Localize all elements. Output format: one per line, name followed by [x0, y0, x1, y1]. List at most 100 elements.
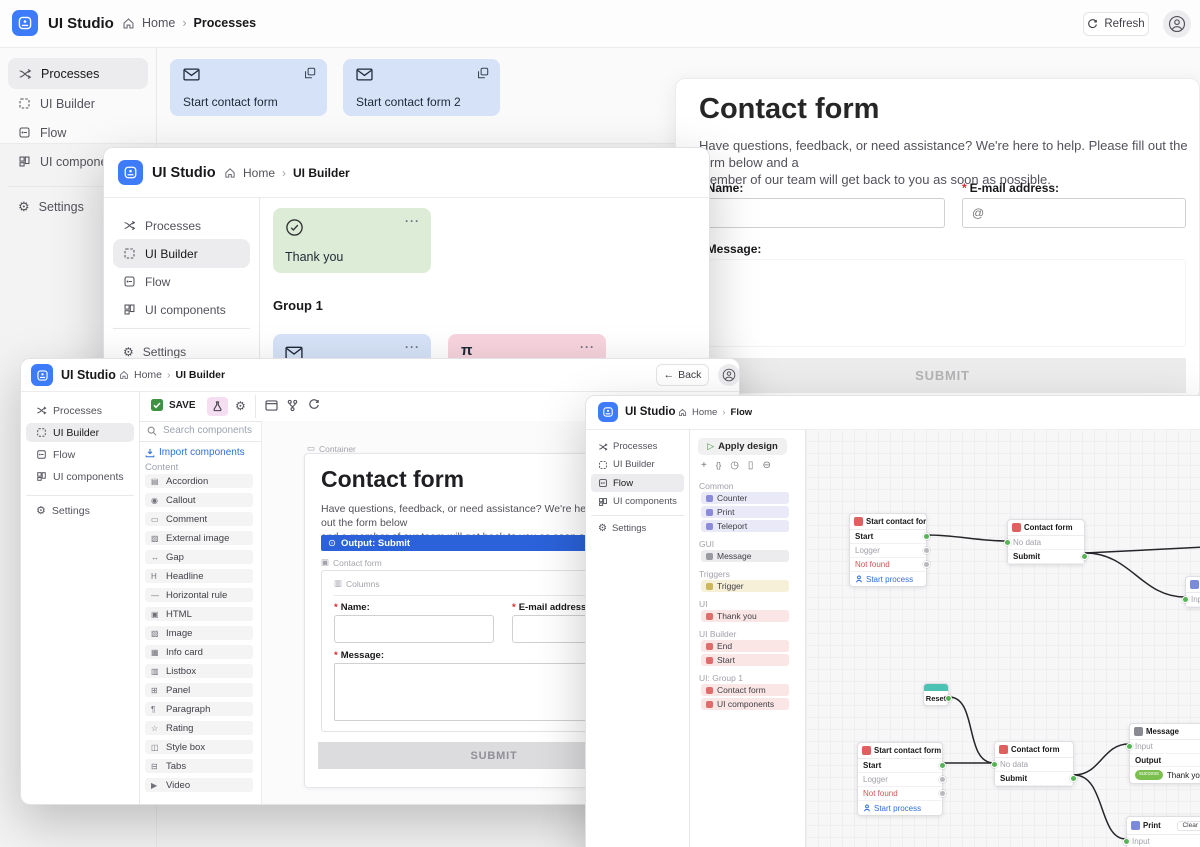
sidebar-item-flow[interactable]: Flow — [8, 118, 148, 147]
sidebar-item-ui-components[interactable]: UI components — [591, 493, 684, 510]
palette-item-ui-components[interactable]: UI components — [701, 698, 789, 710]
component-item-rating[interactable]: ☆ Rating — [145, 721, 253, 735]
component-item-paragraph[interactable]: ¶ Paragraph — [145, 702, 253, 716]
component-item-image[interactable]: ▧ Image — [145, 626, 253, 640]
port-dot[interactable] — [1123, 838, 1130, 845]
card-menu-button[interactable]: ··· — [405, 214, 420, 228]
sidebar-item-settings[interactable]: ⚙ Settings — [598, 523, 647, 534]
component-item-horizontal-rule[interactable]: — Horizontal rule — [145, 588, 253, 602]
output-submit-bar[interactable]: ⊙ Output: Submit — [321, 535, 667, 551]
flow-node-start-contact-form-2[interactable]: Start contact form 2 Start Logger Not fo… — [857, 742, 946, 816]
sidebar-item-flow[interactable]: Flow — [113, 268, 250, 295]
palette-item-counter[interactable]: Counter — [701, 492, 789, 504]
sidebar-item-ui-builder[interactable]: UI Builder — [8, 89, 148, 118]
sidebar-item-settings[interactable]: ⚙ Settings — [123, 344, 187, 359]
braces-icon[interactable]: {} — [715, 461, 722, 470]
app-logo[interactable] — [12, 10, 38, 36]
palette-item-contact-form[interactable]: Contact form — [701, 684, 789, 696]
component-item-gap[interactable]: ↔ Gap — [145, 550, 253, 564]
sidebar-item-settings[interactable]: ⚙ Settings — [36, 504, 90, 518]
container-label[interactable]: ▭ Container — [307, 443, 356, 454]
component-item-headline[interactable]: H Headline — [145, 569, 253, 583]
breadcrumb-home[interactable]: Home — [692, 407, 718, 418]
columns-label[interactable]: ▥ Columns — [334, 578, 380, 589]
component-item-video[interactable]: ▶ Video — [145, 778, 253, 792]
palette-item-end[interactable]: End — [701, 640, 789, 652]
start-process-link[interactable]: Start process — [850, 572, 926, 586]
port-dot[interactable] — [945, 694, 952, 702]
sidebar-item-ui-components[interactable]: UI components — [113, 296, 250, 323]
user-avatar[interactable] — [718, 364, 739, 386]
sidebar-item-processes[interactable]: Processes — [591, 438, 684, 455]
test-mode-button[interactable] — [207, 397, 228, 416]
sidebar-item-ui-components[interactable]: UI components — [26, 467, 134, 486]
contact-form-component-label[interactable]: ▣ Contact form — [321, 557, 382, 568]
component-item-tabs[interactable]: ⊟ Tabs — [145, 759, 253, 773]
import-components-link[interactable]: Import components — [145, 447, 245, 458]
sidebar-item-processes[interactable]: Processes — [26, 401, 134, 420]
flow-node-contact-form-1[interactable]: Contact form No data Submit — [1004, 519, 1088, 565]
sidebar-item-settings[interactable]: ⚙ Settings — [18, 198, 84, 214]
sidebar-item-ui-builder[interactable]: UI Builder — [113, 239, 250, 268]
preview-submit-button[interactable]: SUBMIT — [699, 358, 1186, 393]
preview-window-button[interactable] — [265, 400, 278, 411]
breadcrumb-home[interactable]: Home — [142, 16, 176, 30]
port-dot[interactable] — [1081, 553, 1088, 560]
name-input[interactable] — [334, 615, 494, 643]
flow-node-reset[interactable]: Reset — [923, 683, 952, 706]
app-logo[interactable] — [31, 364, 53, 386]
settings-gear-button[interactable]: ⚙ — [235, 399, 246, 413]
refresh-button[interactable]: Refresh — [1083, 12, 1149, 36]
port-dot[interactable] — [939, 790, 946, 797]
port-dot[interactable] — [923, 561, 930, 568]
component-item-html[interactable]: ▣ HTML — [145, 607, 253, 621]
app-logo[interactable] — [118, 160, 143, 185]
back-button[interactable]: ← Back — [656, 364, 709, 386]
sidebar-item-processes[interactable]: Processes — [113, 212, 250, 239]
port-dot[interactable] — [923, 533, 930, 540]
plus-icon[interactable]: + — [701, 460, 707, 471]
port-dot[interactable] — [939, 776, 946, 783]
port-dot[interactable] — [1126, 743, 1133, 750]
palette-item-print[interactable]: Print — [701, 506, 789, 518]
message-textarea[interactable] — [699, 259, 1186, 347]
card-menu-button[interactable]: ··· — [405, 340, 420, 354]
component-item-info-card[interactable]: ▦ Info card — [145, 645, 253, 659]
sidebar-item-flow[interactable]: Flow — [591, 474, 684, 492]
refresh-canvas-button[interactable] — [308, 399, 320, 411]
new-file-icon[interactable]: ▯ — [747, 460, 754, 471]
component-item-callout[interactable]: ◉ Callout — [145, 493, 253, 507]
copy-icon[interactable] — [304, 67, 316, 79]
branch-button[interactable] — [287, 399, 298, 412]
port-dot[interactable] — [1070, 775, 1077, 782]
component-item-comment[interactable]: ▭ Comment — [145, 512, 253, 526]
name-input[interactable] — [699, 198, 945, 228]
flow-node-print-bottom[interactable]: Print Clear Input — [1123, 816, 1200, 847]
port-dot[interactable] — [939, 762, 946, 769]
thank-you-card[interactable]: ··· Thank you — [273, 208, 431, 273]
palette-item-start[interactable]: Start — [701, 654, 789, 666]
component-item-external-image[interactable]: ▨ External image — [145, 531, 253, 545]
card-menu-button[interactable]: ··· — [580, 340, 595, 354]
component-item-panel[interactable]: ⊞ Panel — [145, 683, 253, 697]
process-card-1[interactable]: Start contact form — [170, 59, 327, 116]
port-dot[interactable] — [1004, 539, 1011, 546]
component-item-accordion[interactable]: ▤ Accordion — [145, 474, 253, 488]
flow-canvas[interactable]: Start contact form Start Logger Not foun… — [806, 429, 1200, 847]
palette-item-trigger[interactable]: Trigger — [701, 580, 789, 592]
history-icon[interactable]: ◷ — [730, 460, 739, 471]
save-button[interactable]: SAVE — [150, 398, 196, 412]
flow-node-message[interactable]: Message Input Output success Thank you — [1126, 723, 1200, 784]
sidebar-item-ui-builder[interactable]: UI Builder — [591, 456, 684, 473]
start-process-link[interactable]: Start process — [858, 801, 942, 815]
sidebar-item-processes[interactable]: Processes — [8, 58, 148, 89]
sidebar-item-ui-builder[interactable]: UI Builder — [26, 423, 134, 442]
process-card-2[interactable]: Start contact form 2 — [343, 59, 500, 116]
user-avatar[interactable] — [1163, 10, 1191, 38]
palette-item-thank-you[interactable]: Thank you — [701, 610, 789, 622]
breadcrumb-home[interactable]: Home — [243, 166, 276, 180]
component-item-style-box[interactable]: ◫ Style box — [145, 740, 253, 754]
port-dot[interactable] — [923, 547, 930, 554]
flow-node-print-top[interactable]: Print Input — [1182, 576, 1200, 608]
palette-item-teleport[interactable]: Teleport — [701, 520, 789, 532]
